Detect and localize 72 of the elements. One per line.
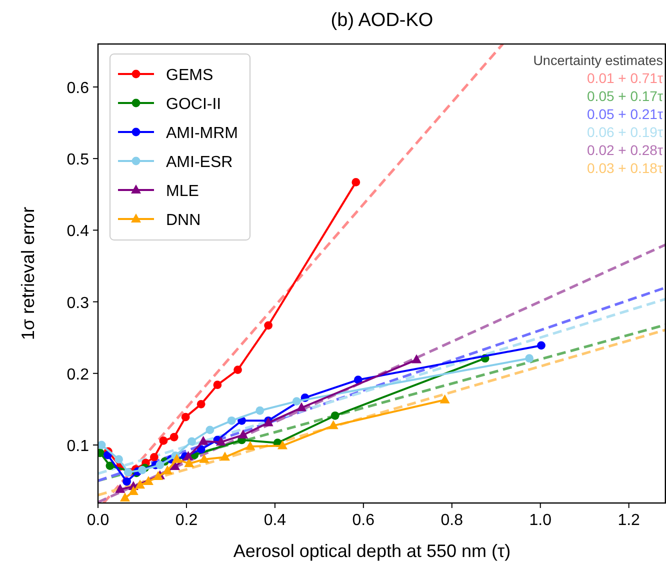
point <box>120 492 130 502</box>
x-tick-label: 1.2 <box>618 512 640 529</box>
y-tick-label: 0.3 <box>66 294 90 312</box>
point <box>138 466 146 474</box>
point <box>412 354 422 364</box>
point <box>114 455 123 464</box>
point <box>196 400 206 408</box>
point <box>106 462 114 470</box>
point <box>170 432 178 442</box>
point <box>188 437 196 446</box>
point <box>159 436 168 445</box>
point <box>264 321 273 330</box>
point <box>328 420 338 430</box>
point <box>227 416 236 425</box>
point <box>245 440 256 450</box>
point <box>115 484 126 493</box>
y-tick-label: 0.5 <box>66 152 90 169</box>
x-tick-label: 0.2 <box>175 512 198 529</box>
point <box>525 354 534 363</box>
point <box>135 480 146 489</box>
x-tick-label: 1.0 <box>529 512 552 529</box>
point <box>292 397 301 406</box>
legend-label: DNN <box>166 212 201 229</box>
legend-label: AMI-MRM <box>166 125 238 142</box>
point <box>277 440 288 450</box>
point <box>440 394 450 404</box>
y-tick-label: 0.2 <box>66 366 90 384</box>
point <box>150 452 158 462</box>
point <box>256 406 264 415</box>
x-tick-label: 0.4 <box>264 512 286 529</box>
point <box>98 440 106 450</box>
point <box>330 411 340 420</box>
annotation: Uncertainty estimates <box>533 53 664 68</box>
y-tick-label: 0.1 <box>66 438 90 455</box>
point <box>156 460 164 470</box>
legend-label: GEMS <box>166 67 214 84</box>
point <box>296 402 306 412</box>
legend-label: GOCI-II <box>166 96 222 113</box>
y-axis-title: 1σ retrieval error <box>18 206 38 340</box>
point <box>220 452 230 461</box>
point <box>128 486 138 496</box>
y-tick-label: 0.6 <box>66 80 90 97</box>
chart-title: (b) AOD-KO <box>330 10 434 31</box>
point <box>352 178 360 186</box>
point <box>238 429 248 438</box>
point <box>183 450 194 460</box>
point <box>181 412 190 422</box>
x-axis-title: Aerosol optical depth at 550 nm (τ) <box>233 541 511 561</box>
point <box>234 366 242 374</box>
text: 0.05 + 0.21τ <box>587 106 664 122</box>
point <box>213 380 222 390</box>
text: 0.03 + 0.18τ <box>587 160 664 176</box>
x-tick-label: 0.8 <box>440 512 464 529</box>
text: 0.06 + 0.19τ <box>587 124 664 140</box>
point <box>184 458 194 468</box>
y-tick-label: 0.4 <box>66 223 90 240</box>
point <box>199 454 210 463</box>
text: 0.01 + 0.71τ <box>587 70 664 86</box>
x-tick-label: 0.0 <box>86 512 110 529</box>
point <box>143 476 154 486</box>
legend-label: MLE <box>166 183 199 200</box>
legend-label: AMI-ESR <box>166 154 233 171</box>
point <box>206 426 214 434</box>
text: 0.02 + 0.28τ <box>587 142 664 158</box>
point <box>162 465 172 474</box>
point <box>216 436 226 446</box>
point <box>122 477 131 486</box>
point <box>198 436 208 445</box>
x-tick-label: 0.6 <box>352 512 375 529</box>
point <box>537 341 546 350</box>
text: 0.05 + 0.17τ <box>587 88 664 104</box>
point <box>172 454 182 463</box>
